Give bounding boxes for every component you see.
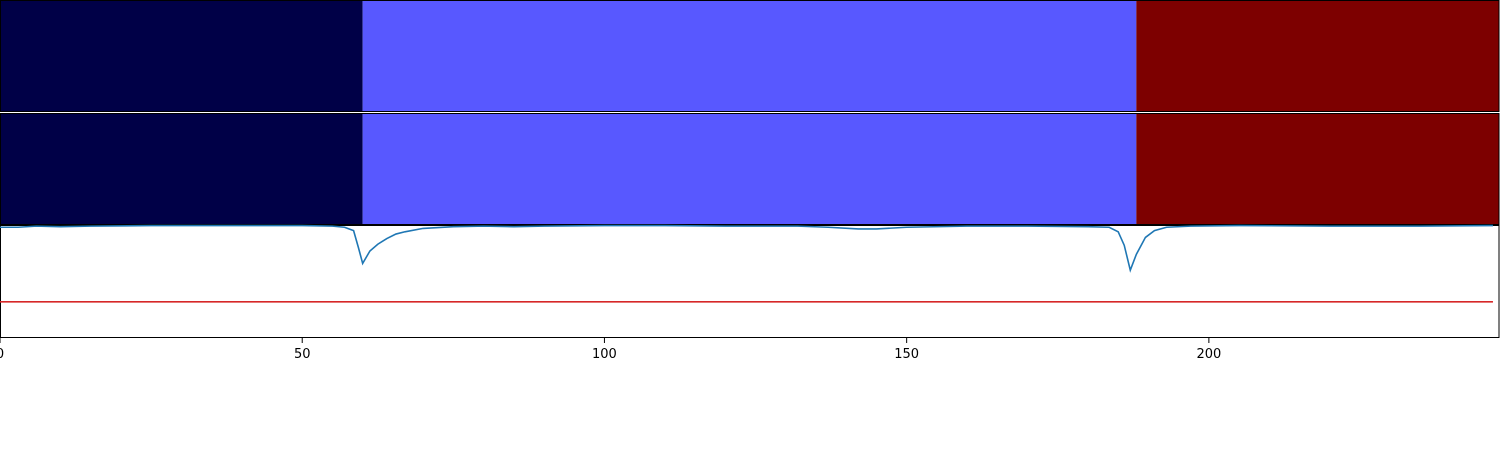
heatmap-cell: [362, 0, 1137, 112]
heatmap-cell: [0, 0, 363, 112]
x-tick-label: 0: [0, 347, 4, 362]
x-tick-label: 200: [1196, 347, 1221, 362]
heatmap-frame: [0, 113, 1500, 225]
line-panel-frame: [0, 225, 1500, 338]
series-line: [0, 224, 1493, 273]
x-axis: 0 50 100 150 200: [0, 338, 1221, 362]
heatmap-bottom: [0, 113, 1500, 225]
x-tick-label: 150: [894, 347, 919, 362]
heatmap-top: [0, 0, 1500, 112]
x-tick-label: 100: [592, 347, 617, 362]
heatmap-cell: [362, 113, 1137, 225]
heatmap-cell: [0, 113, 363, 225]
line-panel: [0, 224, 1500, 338]
heatmap-cell: [1136, 0, 1499, 112]
x-tick-label: 50: [294, 347, 311, 362]
heatmap-frame: [0, 0, 1500, 112]
heatmap-cell: [1136, 113, 1499, 225]
